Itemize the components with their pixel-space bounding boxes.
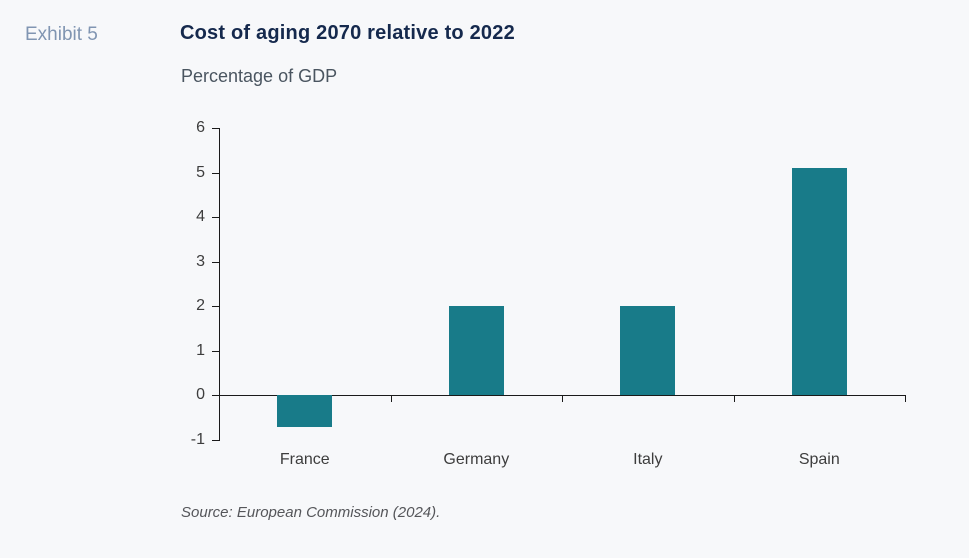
y-tick-label: 6 (196, 119, 205, 136)
x-label-italy: Italy (633, 451, 663, 468)
x-axis-tick (905, 395, 906, 403)
exhibit-label: Exhibit 5 (25, 24, 98, 45)
y-axis-line (219, 128, 220, 441)
y-tick-label: 2 (196, 297, 205, 315)
bar-spain (791, 168, 847, 396)
y-tick-label: 3 (196, 252, 205, 270)
x-axis-tick (390, 395, 392, 403)
bar-germany (448, 306, 504, 396)
y-axis-tick (212, 217, 219, 219)
x-label-germany: Germany (443, 451, 510, 468)
chart-subtitle: Percentage of GDP (181, 66, 338, 86)
x-label-france: France (279, 451, 330, 468)
y-tick-label: 1 (196, 341, 205, 359)
y-axis-tick (212, 172, 219, 174)
bar-france (277, 395, 333, 427)
y-axis-tick (212, 440, 219, 441)
x-axis-tick (733, 395, 735, 403)
y-axis-tick (212, 350, 219, 352)
x-axis-tick (562, 395, 563, 403)
y-tick-label: 5 (196, 163, 205, 181)
y-tick-label: -1 (190, 431, 205, 448)
bar-italy (620, 306, 676, 396)
y-axis-tick (212, 395, 219, 397)
y-axis-tick (212, 306, 219, 308)
y-axis-tick (212, 128, 219, 129)
y-axis-tick (212, 261, 219, 263)
y-tick-label: 0 (196, 386, 205, 404)
y-tick-label: 4 (196, 208, 205, 226)
source-note: Source: European Commission (2024). (181, 504, 441, 521)
chart-title: Cost of aging 2070 relative to 2022 (180, 22, 515, 44)
x-label-spain: Spain (798, 451, 840, 468)
